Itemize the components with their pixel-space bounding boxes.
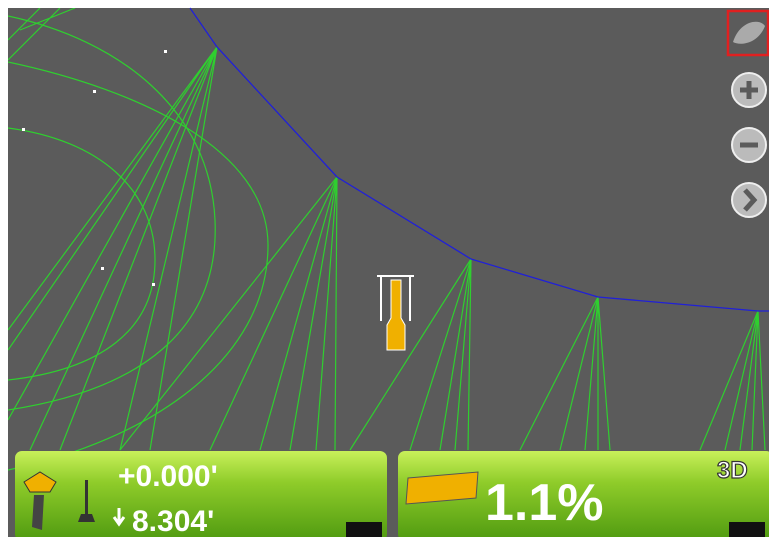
elevation-offset: +0.000' (118, 460, 218, 493)
point (164, 50, 167, 53)
plus-icon (740, 81, 758, 99)
contour (8, 61, 269, 471)
contour (8, 8, 76, 61)
fan (119, 176, 338, 451)
map-controls (726, 9, 769, 218)
left-panel: +0.000' 8.304' (15, 451, 387, 537)
frame (380, 277, 382, 321)
contour (8, 15, 216, 411)
fan (349, 258, 472, 451)
indicator (729, 522, 765, 537)
point (93, 90, 96, 93)
chevron-icon (743, 188, 758, 212)
down-arrow (112, 508, 126, 527)
panel-bg[interactable] (398, 451, 769, 537)
design-lines (8, 8, 766, 471)
blade (377, 275, 414, 277)
fan (699, 310, 766, 451)
cut-depth: 8.304' (132, 505, 214, 537)
panel-bg[interactable] (15, 451, 387, 537)
right-panel: 1.1% 3D (398, 451, 769, 537)
layer-icon (733, 21, 765, 44)
rover-icon (23, 471, 57, 493)
boundary-line (189, 7, 769, 312)
fan (8, 46, 218, 451)
survey-points (22, 50, 167, 286)
slope-icon (405, 471, 479, 505)
fan (519, 296, 611, 451)
frame (409, 277, 411, 321)
indicator (346, 522, 382, 537)
mast (85, 480, 88, 516)
body (386, 279, 406, 351)
mode-label: 3D (717, 457, 748, 484)
slope-value: 1.1% (485, 474, 604, 532)
layer-button[interactable] (726, 9, 769, 57)
expand-button[interactable] (731, 182, 767, 218)
machine-icon (377, 275, 414, 351)
rover-pole (32, 495, 44, 530)
point (101, 267, 104, 270)
mast-base (78, 514, 95, 522)
contour (8, 127, 156, 381)
point (152, 283, 155, 286)
point (22, 128, 25, 131)
map[interactable] (8, 8, 769, 537)
